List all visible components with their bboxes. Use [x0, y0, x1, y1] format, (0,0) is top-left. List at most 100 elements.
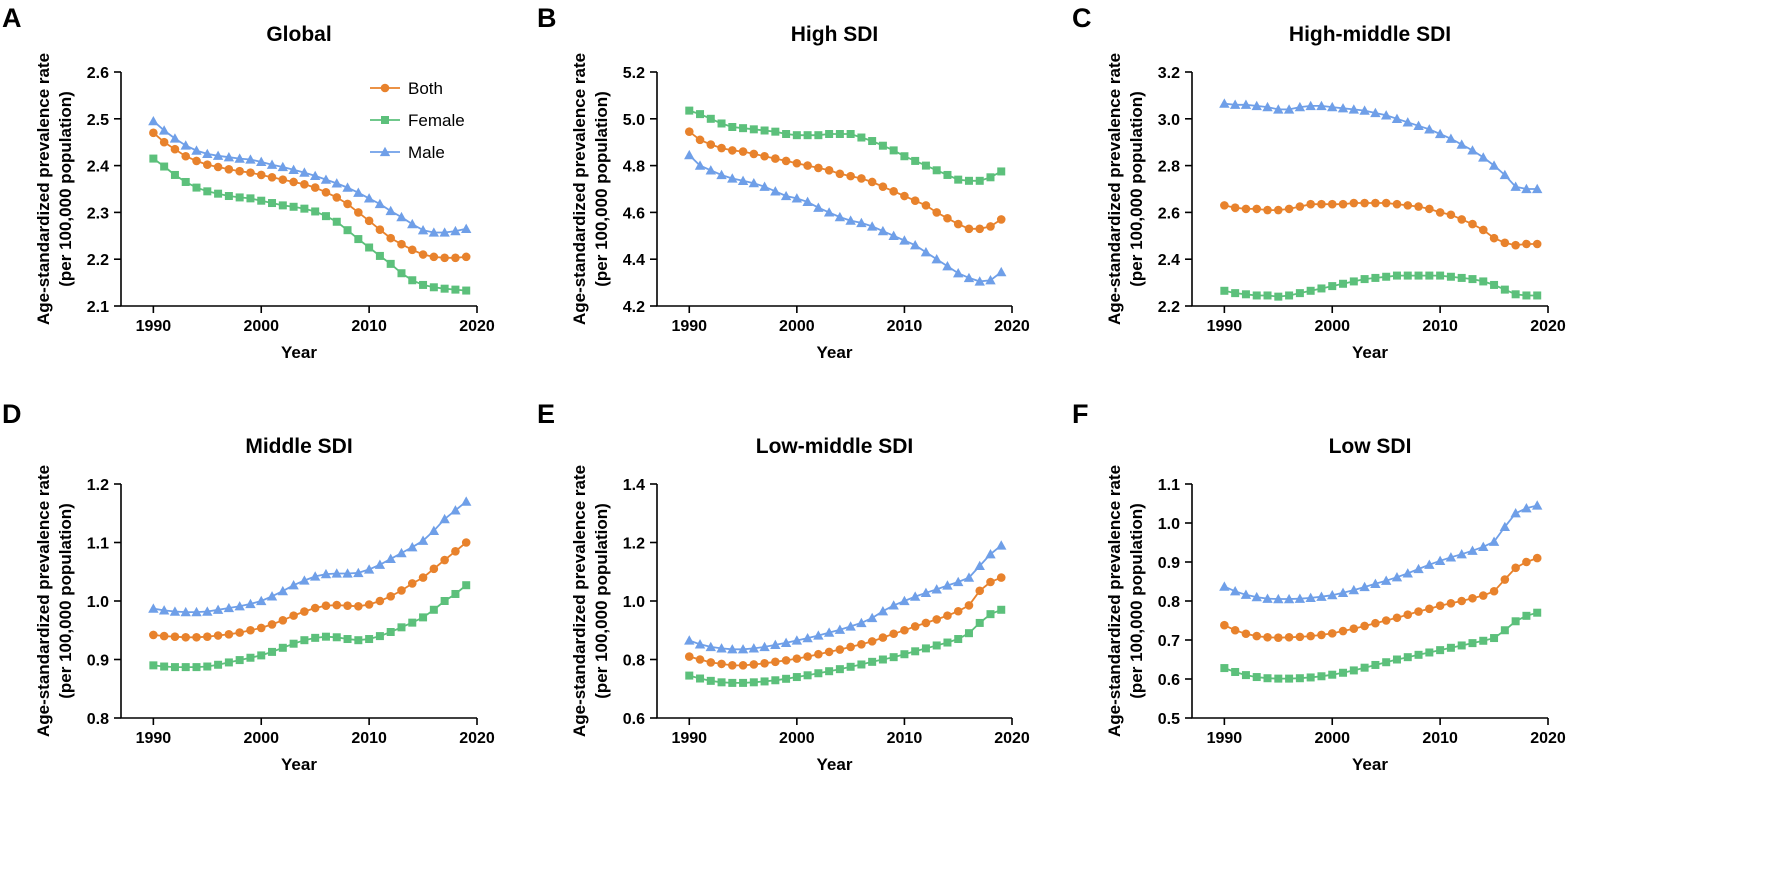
y-axis-label: Age-standardized prevalence rate (per 100…	[1105, 465, 1146, 737]
data-point	[1328, 670, 1337, 679]
data-point	[706, 658, 716, 667]
data-point	[921, 161, 930, 170]
data-point	[1391, 113, 1403, 123]
data-point	[1274, 205, 1283, 215]
data-point	[212, 604, 224, 614]
data-point	[954, 635, 963, 644]
data-point	[942, 580, 953, 590]
y-tick-label: 2.6	[1158, 205, 1180, 222]
data-point	[1381, 616, 1391, 625]
data-point	[343, 635, 352, 644]
data-point	[429, 605, 438, 614]
data-point	[846, 662, 855, 671]
series-female	[685, 106, 1006, 185]
data-point	[932, 208, 941, 217]
data-point	[791, 193, 803, 203]
data-point	[149, 661, 158, 670]
data-point	[1371, 618, 1380, 628]
data-point	[985, 275, 996, 285]
data-point	[1445, 552, 1457, 562]
x-tick-label: 2020	[994, 730, 1030, 747]
data-point	[1522, 611, 1531, 620]
data-point	[1305, 592, 1316, 603]
data-point	[160, 662, 169, 671]
y-tick-label: 1.4	[623, 477, 645, 494]
data-point	[1284, 204, 1294, 214]
data-point	[1327, 101, 1338, 112]
data-point	[192, 632, 201, 642]
series-female	[1220, 271, 1542, 301]
data-point	[1532, 239, 1542, 249]
data-point	[289, 639, 298, 648]
data-point	[181, 663, 190, 672]
data-point	[214, 189, 223, 198]
data-point	[1274, 633, 1283, 642]
data-point	[997, 605, 1006, 614]
data-point	[1490, 634, 1499, 643]
data-point	[365, 635, 374, 644]
data-point	[169, 133, 181, 143]
data-point	[878, 182, 888, 191]
data-point	[461, 538, 471, 547]
data-point	[1252, 204, 1262, 214]
data-point	[202, 148, 213, 159]
data-point	[1306, 673, 1315, 682]
data-point	[825, 667, 834, 676]
data-point	[910, 196, 920, 205]
data-point	[1337, 103, 1349, 113]
data-point	[1252, 631, 1262, 641]
data-point	[867, 637, 877, 646]
x-tick-label: 2010	[887, 730, 923, 747]
legend-marker	[381, 116, 389, 124]
data-point	[1274, 674, 1283, 683]
series-line-female	[689, 608, 1002, 684]
data-point	[1349, 624, 1359, 633]
data-point	[953, 576, 964, 587]
y-axis-label: Age-standardized prevalence rate (per 100…	[570, 465, 611, 737]
data-point	[791, 635, 803, 645]
y-axis-label-line1: Age-standardized prevalence rate	[34, 465, 53, 737]
data-point	[386, 628, 395, 637]
data-point	[867, 177, 877, 187]
data-point	[1360, 198, 1369, 208]
data-point	[385, 205, 396, 216]
x-tick-label: 2000	[243, 730, 279, 747]
data-point	[214, 660, 223, 669]
data-point	[203, 187, 212, 196]
data-point	[332, 217, 341, 226]
data-point	[268, 199, 277, 208]
x-tick-label: 1990	[1207, 730, 1243, 747]
data-point	[739, 678, 748, 687]
y-axis-label-line2: (per 100,000 population)	[56, 503, 75, 699]
data-point	[814, 163, 823, 173]
data-point	[429, 564, 439, 574]
series-line-male	[152, 120, 467, 234]
data-point	[1220, 286, 1229, 295]
data-point	[461, 496, 472, 506]
data-point	[1338, 199, 1348, 209]
data-point	[1348, 104, 1360, 114]
data-point	[408, 618, 417, 627]
data-point	[1327, 629, 1337, 638]
data-point	[1434, 555, 1446, 565]
data-point	[397, 239, 406, 249]
y-tick-label: 3.0	[1158, 112, 1180, 129]
y-tick-label: 3.2	[1158, 65, 1180, 82]
data-point	[728, 661, 737, 670]
data-point	[170, 144, 180, 154]
y-axis-label-line1: Age-standardized prevalence rate	[34, 53, 53, 325]
data-point	[705, 165, 716, 175]
data-point	[1241, 204, 1251, 214]
data-point	[320, 568, 332, 579]
data-point	[835, 665, 844, 674]
data-point	[451, 589, 460, 598]
data-point	[300, 607, 309, 616]
x-tick-label: 2020	[459, 730, 495, 747]
data-point	[1532, 553, 1542, 563]
data-point	[1316, 100, 1327, 111]
data-point	[1403, 201, 1413, 210]
data-point	[1511, 240, 1520, 250]
data-point	[728, 678, 737, 687]
data-point	[931, 254, 942, 264]
data-point	[1478, 591, 1488, 600]
